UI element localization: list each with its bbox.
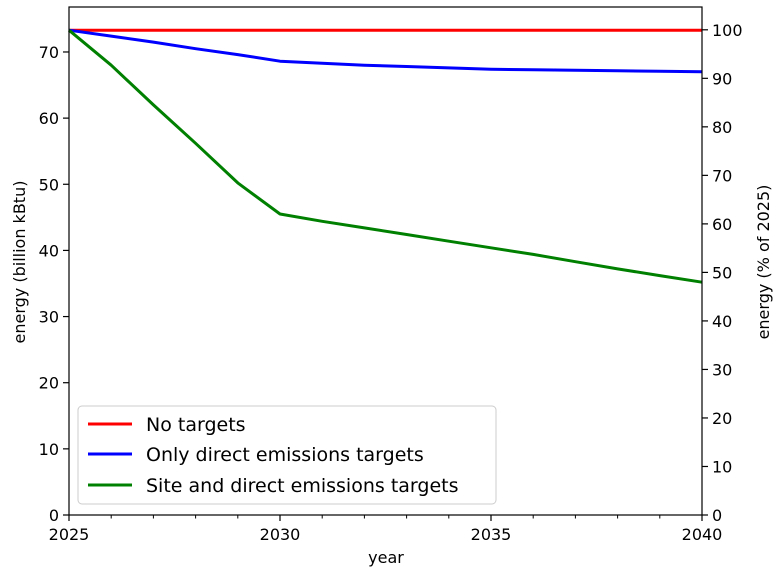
y2-tick-label-70: 70 bbox=[712, 166, 732, 185]
x-axis-title: year bbox=[368, 548, 404, 567]
x-tick-label-2040: 2040 bbox=[682, 525, 723, 544]
legend-label-site-and-direct: Site and direct emissions targets bbox=[146, 475, 459, 497]
y2-tick-label-90: 90 bbox=[712, 69, 732, 88]
series-line-1 bbox=[68, 28, 703, 74]
y2-tick-label-20: 20 bbox=[712, 409, 732, 428]
y2-tick-label-100: 100 bbox=[712, 21, 743, 40]
legend-label-only-direct: Only direct emissions targets bbox=[146, 444, 424, 466]
x-tick-label-2025: 2025 bbox=[49, 525, 90, 544]
y-tick-label-40: 40 bbox=[39, 241, 59, 260]
legend-label-no-targets: No targets bbox=[146, 414, 246, 436]
legend-entry-no-targets: No targets bbox=[88, 414, 246, 436]
x-tick-label-2030: 2030 bbox=[260, 525, 301, 544]
y-tick-label-0: 0 bbox=[49, 506, 59, 525]
y2-tick-label-10: 10 bbox=[712, 457, 732, 476]
y-tick-label-70: 70 bbox=[39, 43, 59, 62]
y-tick-label-30: 30 bbox=[39, 308, 59, 327]
y-tick-label-60: 60 bbox=[39, 109, 59, 128]
y2-tick-label-50: 50 bbox=[712, 263, 732, 282]
series-line-2 bbox=[68, 29, 703, 284]
y2-tick-label-80: 80 bbox=[712, 118, 732, 137]
y2-tick-label-60: 60 bbox=[712, 215, 732, 234]
legend-entry-site-and-direct: Site and direct emissions targets bbox=[88, 475, 459, 497]
y2-tick-label-30: 30 bbox=[712, 360, 732, 379]
y-axis-title-left: energy (billion kBtu) bbox=[10, 181, 29, 344]
legend: No targets Only direct emissions targets… bbox=[77, 405, 497, 505]
y-axis-title-right: energy (% of 2025) bbox=[754, 185, 773, 340]
y-tick-label-10: 10 bbox=[39, 440, 59, 459]
y2-tick-label-0: 0 bbox=[712, 506, 722, 525]
axes: 2025 2030 2035 2040010203040506070010203040… bbox=[39, 6, 743, 544]
y-tick-label-20: 20 bbox=[39, 374, 59, 393]
plot-area bbox=[68, 28, 703, 284]
x-tick-label-2035: 2035 bbox=[471, 525, 512, 544]
legend-entry-only-direct: Only direct emissions targets bbox=[88, 444, 424, 466]
legend-frame bbox=[77, 405, 497, 505]
y2-tick-label-40: 40 bbox=[712, 312, 732, 331]
plot-frame bbox=[68, 6, 703, 516]
y-tick-label-50: 50 bbox=[39, 175, 59, 194]
